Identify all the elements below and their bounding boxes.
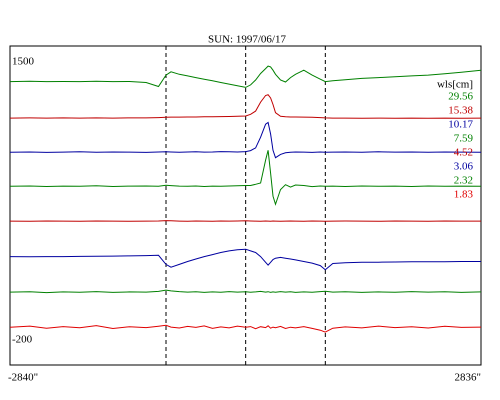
x-tick-label: -2840"	[8, 372, 38, 384]
legend-entry: 15.38	[448, 105, 473, 117]
data-line	[9, 94, 482, 119]
data-line	[9, 248, 481, 271]
legend-title: wls[cm]	[437, 79, 473, 91]
data-line	[9, 289, 482, 294]
plot-frame	[9, 45, 482, 366]
legend-entry: 10.17	[448, 119, 473, 131]
legend-entry: 1.83	[454, 189, 474, 201]
legend-entry: 7.59	[454, 133, 474, 145]
legend-entry: 29.56	[448, 91, 473, 103]
data-line	[9, 324, 482, 333]
data-line	[9, 150, 482, 206]
legend-entry: 3.06	[454, 161, 474, 173]
data-line	[9, 220, 481, 222]
y-tick-label: 1500	[12, 56, 35, 68]
legend-entry: 4.52	[454, 147, 473, 159]
y-tick-label: -200	[12, 334, 33, 346]
legend-entry: 2.32	[454, 175, 473, 187]
data-line	[9, 65, 482, 88]
x-tick-label: 2836"	[455, 372, 482, 384]
chart-title: SUN: 1997/06/17	[208, 34, 286, 46]
data-line	[9, 121, 482, 159]
